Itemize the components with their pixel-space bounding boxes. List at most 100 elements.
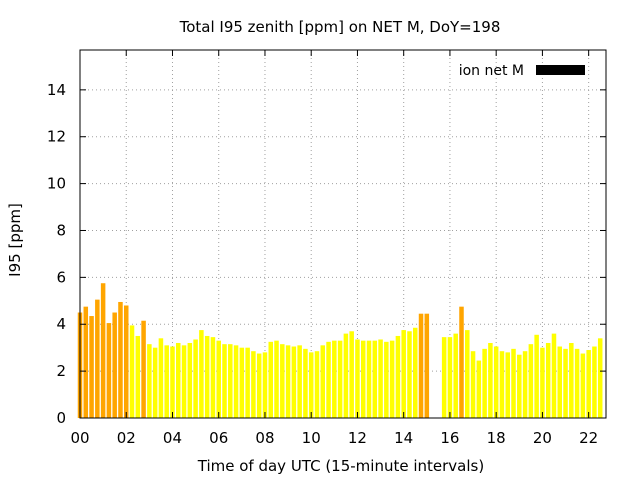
bar xyxy=(181,345,187,418)
bar xyxy=(540,347,545,418)
y-tick-label: 6 xyxy=(56,268,66,286)
bar xyxy=(447,337,453,418)
bar xyxy=(534,334,539,418)
bar xyxy=(597,338,603,418)
x-tick-label: 22 xyxy=(579,429,598,447)
bar xyxy=(592,346,597,418)
bar xyxy=(499,351,505,418)
bar xyxy=(470,351,476,418)
y-tick-label: 0 xyxy=(56,409,66,427)
bar xyxy=(314,351,320,418)
x-tick-label: 08 xyxy=(255,429,274,447)
bar xyxy=(482,348,487,418)
bar xyxy=(517,354,522,418)
bar xyxy=(569,342,574,418)
x-tick-label: 14 xyxy=(394,429,413,447)
bar xyxy=(141,320,146,418)
bar xyxy=(204,335,210,418)
legend: ion net M xyxy=(459,63,585,79)
y-tick-label: 8 xyxy=(56,221,66,239)
bar xyxy=(332,340,337,418)
bar xyxy=(586,350,591,418)
bar xyxy=(233,345,239,418)
x-tick-label: 16 xyxy=(440,429,459,447)
bar xyxy=(308,352,314,418)
bar xyxy=(199,330,204,418)
bar xyxy=(193,339,198,418)
bar xyxy=(551,333,557,418)
bars xyxy=(77,283,603,418)
bar xyxy=(216,340,221,418)
legend-swatch xyxy=(536,65,585,75)
bar xyxy=(303,348,308,418)
bar xyxy=(176,342,181,418)
x-tick-label: 02 xyxy=(117,429,136,447)
y-tick-label: 14 xyxy=(47,81,66,99)
bar xyxy=(297,345,302,418)
bar xyxy=(580,353,586,418)
bar xyxy=(326,341,331,418)
x-tick-label: 06 xyxy=(209,429,228,447)
bar xyxy=(164,345,169,418)
bar xyxy=(280,344,285,418)
y-tick-label: 10 xyxy=(47,175,66,193)
bar xyxy=(372,340,378,418)
y-tick-label: 2 xyxy=(56,362,66,380)
bar xyxy=(459,306,464,418)
bar xyxy=(557,346,563,418)
bar xyxy=(251,351,256,418)
bar xyxy=(239,347,245,418)
bar xyxy=(256,353,262,418)
bar xyxy=(245,347,250,418)
bar xyxy=(349,331,354,418)
bar xyxy=(366,340,372,418)
bar xyxy=(360,340,366,418)
x-tick-label: 04 xyxy=(163,429,182,447)
bar xyxy=(320,345,326,418)
bar xyxy=(187,342,193,418)
bar xyxy=(505,352,510,418)
bar xyxy=(488,342,493,418)
bar xyxy=(118,301,123,418)
bar xyxy=(170,346,175,418)
bar xyxy=(95,299,100,418)
bar xyxy=(395,335,401,418)
bar xyxy=(378,339,383,418)
bar xyxy=(291,346,297,418)
y-tick-label: 12 xyxy=(47,128,66,146)
plot-frame xyxy=(79,49,607,419)
bar xyxy=(83,306,89,418)
bar xyxy=(401,330,406,418)
bar xyxy=(545,342,551,418)
bar xyxy=(476,360,482,418)
y-axis-label: I95 [ppm] xyxy=(6,203,24,277)
y-tick-label: 4 xyxy=(56,315,66,333)
bar xyxy=(262,352,268,418)
bar xyxy=(228,344,233,418)
bar xyxy=(407,331,412,418)
x-axis-label: Time of day UTC (15-minute intervals) xyxy=(197,457,484,475)
bar xyxy=(210,337,216,418)
x-tick-label: 18 xyxy=(487,429,506,447)
bar xyxy=(384,341,389,418)
bar xyxy=(147,344,152,418)
bar xyxy=(424,313,430,418)
bar xyxy=(152,347,158,418)
bar xyxy=(418,313,424,418)
x-tick-label: 10 xyxy=(302,429,321,447)
bar xyxy=(274,340,279,418)
bar xyxy=(389,340,395,418)
bar xyxy=(106,323,112,418)
bar xyxy=(268,341,274,418)
x-tick-label: 20 xyxy=(533,429,552,447)
x-tick-label: 12 xyxy=(348,429,367,447)
bar xyxy=(123,305,129,418)
x-tick-label: 00 xyxy=(70,429,89,447)
bar xyxy=(511,348,516,418)
bar xyxy=(337,340,343,418)
bar xyxy=(158,338,164,418)
legend-label: ion net M xyxy=(459,63,524,79)
bar xyxy=(453,333,458,418)
bar xyxy=(100,283,106,418)
